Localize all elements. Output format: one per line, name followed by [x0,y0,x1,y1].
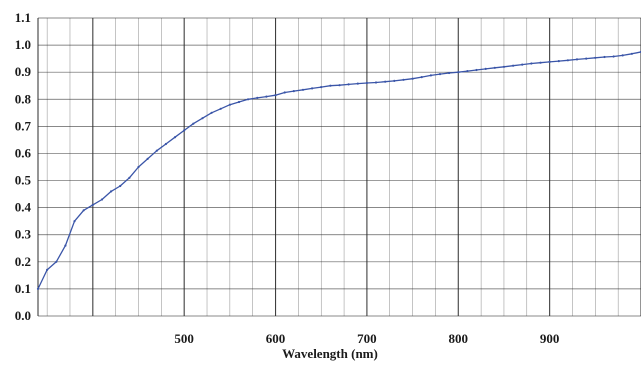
data-point [466,70,469,73]
data-point [566,59,570,62]
data-point [402,78,405,81]
data-point [365,81,368,85]
data-point [384,80,387,83]
grid [37,17,641,317]
data-point [228,103,231,106]
data-point [292,90,295,93]
y-tick-label: 0.0 [15,308,31,323]
data-point [411,77,414,80]
y-tick-label: 0.5 [15,173,32,188]
data-point [585,57,588,60]
data-point [557,60,560,63]
data-point [283,91,286,94]
data-point [521,63,524,66]
y-tick-label: 0.7 [15,118,32,133]
data-point [448,71,451,75]
data-point [612,55,615,58]
data-point [164,142,167,146]
data-point [128,176,131,179]
data-point [64,244,67,247]
series-line [37,51,641,290]
data-point [173,136,177,139]
data-point [356,82,359,85]
data-point [539,61,542,64]
y-tick-label: 0.8 [15,91,32,106]
x-axis-title: Wavelength (nm) [282,346,378,361]
data-point [311,87,314,90]
data-point [511,64,515,67]
data-point [493,66,496,69]
data-point [192,122,195,125]
y-tick-label: 0.1 [15,281,31,296]
data-point [237,100,241,104]
data-point [36,287,40,290]
y-tick-label: 0.6 [15,145,32,160]
data-point [393,79,396,82]
x-tick-label: 900 [540,331,560,346]
x-tick-label: 700 [357,331,377,346]
y-tick-label: 0.2 [15,254,31,269]
data-point [100,198,104,201]
data-point [548,60,551,64]
y-tick-label: 1.1 [15,10,31,25]
data-point [475,68,478,72]
data-point [320,86,323,89]
data-point [210,111,213,114]
data-point [301,88,305,91]
y-tick-labels: 0.0 0.1 0.2 0.3 0.4 0.5 0.6 0.7 0.8 0.9 1.0 1.1 [15,10,32,323]
data-point [137,165,140,169]
data-point [46,268,49,271]
x-tick-labels: 500 600 700 800 900 [174,331,559,346]
data-point [338,84,341,87]
series-layer [36,50,641,290]
data-point [265,95,268,98]
data-point [594,56,597,59]
data-point [155,149,158,152]
data-point [55,260,58,263]
data-point [621,54,624,57]
data-point [347,83,350,86]
data-point [457,71,460,74]
data-point [429,74,432,77]
data-point [119,184,122,188]
data-point [247,98,250,101]
data-point [603,55,606,59]
data-point [630,52,634,55]
data-point [201,117,204,120]
data-point [274,94,277,97]
x-tick-label: 800 [449,331,469,346]
data-point [183,129,186,132]
data-point [502,65,506,68]
data-point [256,96,259,99]
data-point [530,62,533,65]
data-point [420,76,423,79]
data-point [146,157,149,160]
data-point [329,84,332,87]
y-tick-label: 1.0 [15,37,31,52]
data-point [374,81,378,84]
data-point [82,209,85,212]
x-tick-label: 600 [266,331,286,346]
data-point [219,107,222,110]
data-point [73,220,76,223]
data-point [110,190,113,193]
x-tick-label: 500 [174,331,194,346]
data-point [575,58,579,61]
data-point [438,73,442,76]
data-point [484,67,487,70]
y-tick-label: 0.3 [15,227,32,242]
data-point [91,203,94,206]
y-tick-label: 0.4 [15,200,32,215]
y-tick-label: 0.9 [15,64,32,79]
